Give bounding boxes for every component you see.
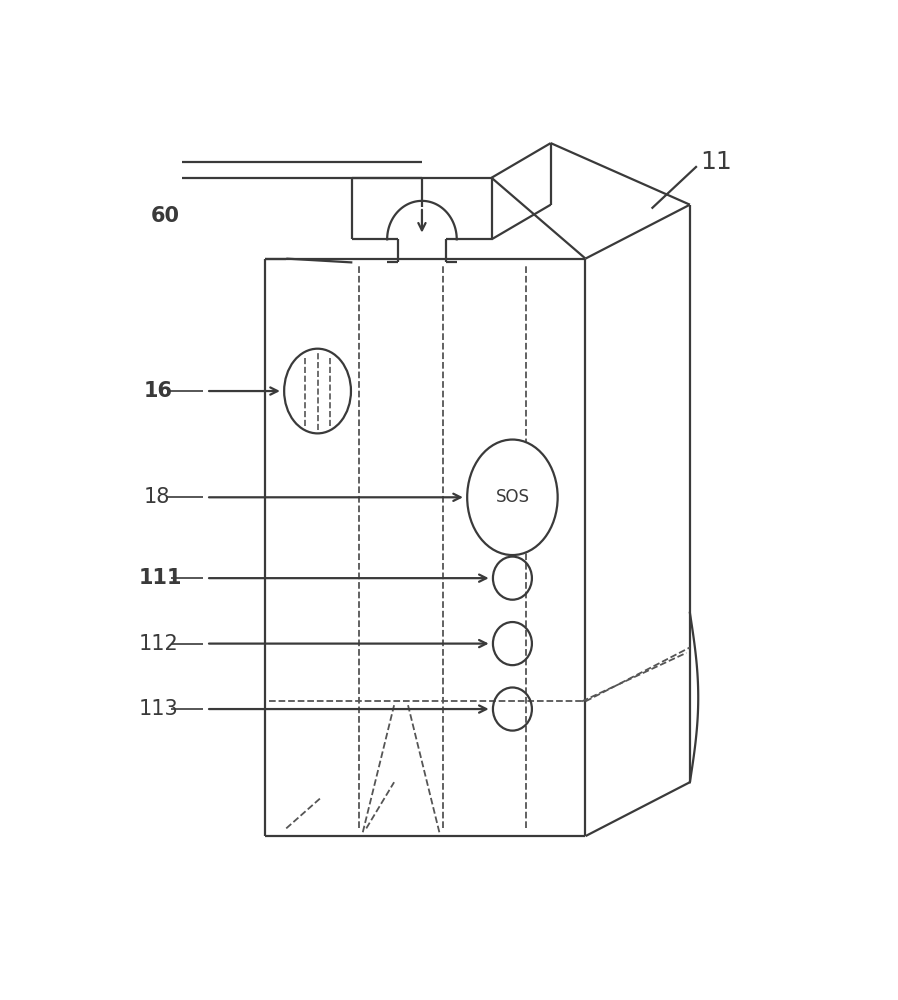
Text: 111: 111 — [138, 568, 182, 588]
Text: 113: 113 — [138, 699, 179, 719]
Text: 112: 112 — [138, 634, 179, 654]
Text: 18: 18 — [144, 487, 170, 507]
Ellipse shape — [467, 440, 558, 555]
Text: 60: 60 — [151, 206, 180, 226]
Text: SOS: SOS — [496, 488, 530, 506]
Text: 16: 16 — [144, 381, 172, 401]
Text: 11: 11 — [700, 150, 732, 174]
